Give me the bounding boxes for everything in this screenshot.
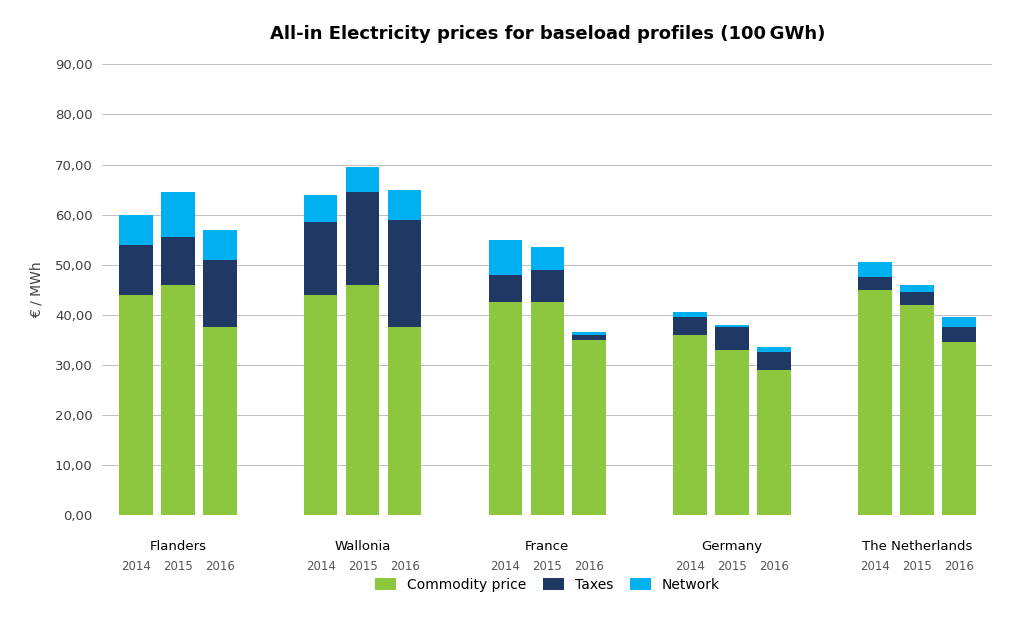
Bar: [304, 222, 338, 295]
Bar: [489, 275, 522, 302]
Bar: [942, 327, 976, 343]
Text: 2014: 2014: [306, 560, 336, 573]
Bar: [858, 262, 892, 278]
Text: France: France: [525, 540, 570, 553]
Legend: Commodity price, Taxes, Network: Commodity price, Taxes, Network: [370, 574, 724, 596]
Bar: [900, 292, 934, 305]
Text: 2016: 2016: [574, 560, 605, 573]
Bar: [573, 340, 606, 515]
Bar: [161, 237, 194, 285]
Bar: [900, 285, 934, 292]
Bar: [531, 270, 564, 302]
Text: 2016: 2016: [759, 560, 789, 573]
Bar: [673, 335, 707, 515]
Bar: [388, 220, 421, 327]
Bar: [119, 214, 152, 245]
Text: 2015: 2015: [532, 560, 563, 573]
Text: 2016: 2016: [944, 560, 974, 573]
Bar: [388, 189, 421, 220]
Bar: [673, 317, 707, 335]
Text: 2014: 2014: [490, 560, 521, 573]
Text: 2014: 2014: [859, 560, 890, 573]
Bar: [757, 370, 791, 515]
Bar: [161, 192, 194, 237]
Text: 2015: 2015: [902, 560, 932, 573]
Bar: [573, 335, 606, 340]
Title: All-in Electricity prices for baseload profiles (100 GWh): All-in Electricity prices for baseload p…: [270, 25, 825, 43]
Bar: [119, 295, 152, 515]
Bar: [757, 347, 791, 352]
Bar: [203, 327, 236, 515]
Bar: [161, 285, 194, 515]
Bar: [531, 302, 564, 515]
Text: 2015: 2015: [348, 560, 377, 573]
Bar: [489, 302, 522, 515]
Y-axis label: € / MWh: € / MWh: [30, 261, 44, 318]
Bar: [573, 332, 606, 335]
Bar: [858, 278, 892, 290]
Bar: [858, 290, 892, 515]
Text: Wallonia: Wallonia: [335, 540, 391, 553]
Text: 2015: 2015: [163, 560, 192, 573]
Bar: [673, 312, 707, 317]
Text: The Netherlands: The Netherlands: [861, 540, 972, 553]
Bar: [346, 167, 380, 192]
Bar: [715, 350, 749, 515]
Bar: [715, 325, 749, 327]
Bar: [304, 194, 338, 222]
Bar: [388, 327, 421, 515]
Text: 2016: 2016: [205, 560, 235, 573]
Text: 2015: 2015: [717, 560, 747, 573]
Text: 2014: 2014: [675, 560, 705, 573]
Bar: [119, 245, 152, 295]
Text: 2016: 2016: [390, 560, 419, 573]
Bar: [203, 230, 236, 260]
Text: 2014: 2014: [121, 560, 150, 573]
Bar: [203, 260, 236, 327]
Bar: [715, 327, 749, 350]
Bar: [900, 305, 934, 515]
Bar: [942, 317, 976, 327]
Bar: [346, 192, 380, 285]
Bar: [757, 352, 791, 370]
Bar: [942, 343, 976, 515]
Bar: [346, 285, 380, 515]
Bar: [304, 295, 338, 515]
Bar: [531, 247, 564, 270]
Bar: [489, 240, 522, 275]
Text: Flanders: Flanders: [149, 540, 207, 553]
Text: Germany: Germany: [702, 540, 762, 553]
